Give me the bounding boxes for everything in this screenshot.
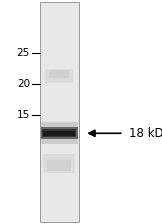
Bar xyxy=(45,69,73,84)
Bar xyxy=(43,154,75,173)
Text: 18 kDa: 18 kDa xyxy=(129,127,162,140)
Text: 15: 15 xyxy=(17,110,30,120)
Bar xyxy=(42,129,76,137)
Text: 20: 20 xyxy=(17,79,30,89)
Bar xyxy=(41,122,78,144)
Bar xyxy=(49,69,69,78)
Bar xyxy=(41,127,78,139)
Text: 25: 25 xyxy=(17,48,30,58)
Bar xyxy=(40,2,79,222)
Bar xyxy=(43,131,75,136)
Bar xyxy=(47,160,71,171)
